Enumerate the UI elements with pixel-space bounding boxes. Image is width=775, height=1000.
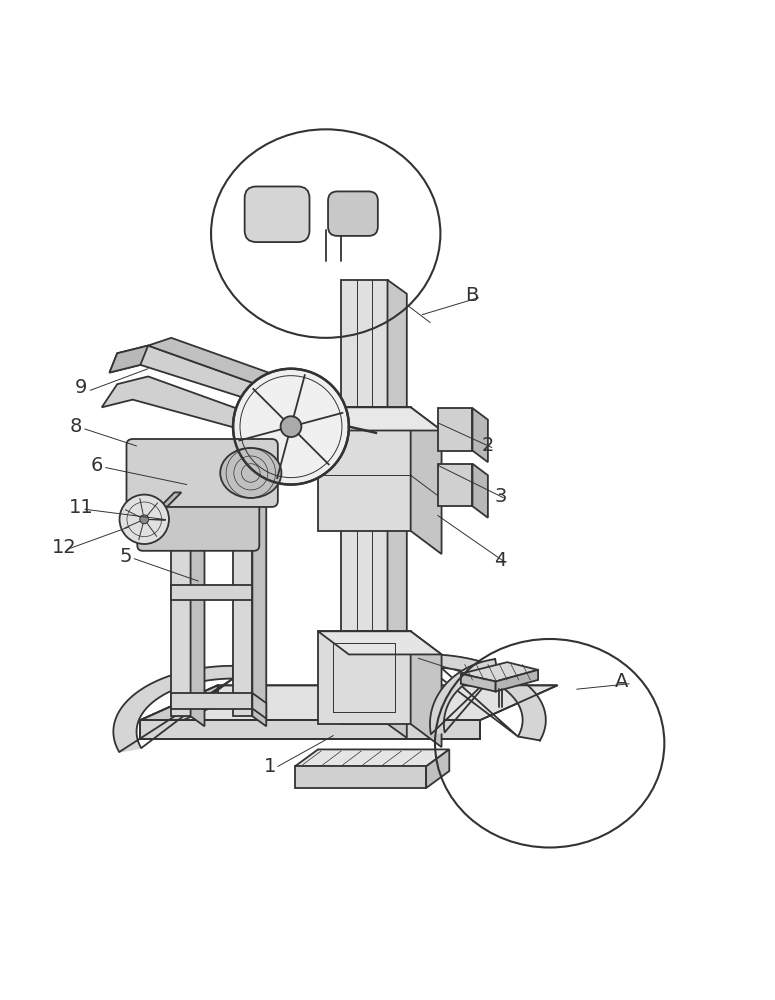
Polygon shape	[171, 585, 253, 600]
Polygon shape	[461, 674, 495, 692]
Polygon shape	[171, 693, 253, 708]
Polygon shape	[461, 662, 538, 681]
Polygon shape	[109, 346, 148, 373]
Ellipse shape	[220, 448, 281, 498]
Polygon shape	[388, 280, 407, 738]
Text: 1: 1	[264, 757, 277, 776]
Circle shape	[281, 416, 301, 437]
Polygon shape	[426, 749, 450, 788]
Polygon shape	[430, 659, 498, 734]
Polygon shape	[294, 766, 426, 788]
Polygon shape	[411, 631, 442, 747]
Polygon shape	[411, 407, 442, 554]
Polygon shape	[140, 685, 557, 720]
Text: B: B	[465, 286, 478, 305]
Polygon shape	[109, 346, 310, 419]
Polygon shape	[318, 407, 411, 531]
Polygon shape	[473, 464, 488, 518]
Text: 5: 5	[119, 547, 132, 566]
Polygon shape	[140, 720, 480, 739]
Polygon shape	[148, 338, 333, 403]
Circle shape	[233, 369, 349, 485]
Polygon shape	[171, 454, 267, 464]
Polygon shape	[294, 749, 450, 766]
Text: 3: 3	[494, 487, 506, 506]
Text: 8: 8	[69, 417, 81, 436]
Text: 11: 11	[69, 498, 94, 517]
FancyBboxPatch shape	[126, 439, 278, 507]
Text: 12: 12	[52, 538, 76, 557]
Polygon shape	[253, 693, 267, 719]
Polygon shape	[253, 454, 267, 726]
Polygon shape	[102, 376, 287, 442]
Polygon shape	[171, 454, 191, 716]
Polygon shape	[318, 631, 442, 654]
Text: 9: 9	[74, 378, 87, 397]
FancyBboxPatch shape	[137, 496, 260, 551]
Polygon shape	[473, 408, 488, 462]
Polygon shape	[341, 280, 388, 724]
Polygon shape	[495, 670, 538, 692]
Circle shape	[140, 515, 149, 524]
Text: A: A	[615, 672, 629, 691]
Text: 2: 2	[482, 436, 494, 455]
Text: 4: 4	[494, 551, 506, 570]
Polygon shape	[191, 454, 205, 726]
Text: 6: 6	[90, 456, 102, 475]
Polygon shape	[318, 631, 411, 724]
Polygon shape	[140, 685, 218, 739]
FancyBboxPatch shape	[328, 191, 378, 236]
Polygon shape	[426, 654, 546, 740]
Polygon shape	[438, 464, 473, 506]
Polygon shape	[233, 454, 253, 716]
Polygon shape	[160, 492, 181, 506]
Circle shape	[119, 495, 169, 544]
Polygon shape	[438, 408, 473, 451]
Polygon shape	[318, 407, 442, 430]
FancyBboxPatch shape	[245, 186, 309, 242]
Polygon shape	[113, 666, 233, 752]
